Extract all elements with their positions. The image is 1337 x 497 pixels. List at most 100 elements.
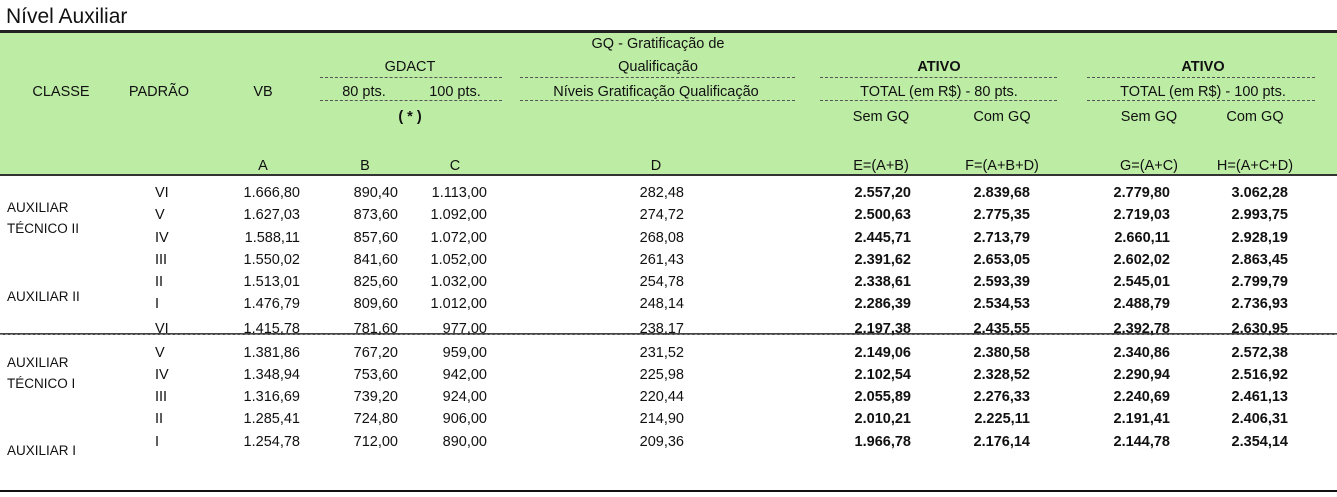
table-row: II 1.285,41 724,80 906,00 214,90 2.010,21 2.22… <box>0 408 1337 430</box>
group-divider <box>0 333 1337 335</box>
cell-spacer <box>0 249 155 271</box>
cell-spacer <box>1288 386 1337 408</box>
cell-spacer <box>0 316 155 342</box>
header-80pts: 80 pts. <box>342 84 386 100</box>
cell-h: 3.062,28 <box>1231 185 1288 202</box>
cell-spacer <box>0 386 155 408</box>
cell-h: 2.993,75 <box>1231 207 1288 224</box>
cell-e: 2.338,61 <box>854 274 911 291</box>
cell-vb: 1.588,11 <box>244 229 300 246</box>
table-row: IV 1.348,94 753,60 942,00 225,98 2.102,54 2.32… <box>0 364 1337 386</box>
cell-d: 268,08 <box>639 229 684 246</box>
header-letter-c: C <box>449 158 461 174</box>
cell-g: 2.660,11 <box>1114 229 1170 246</box>
cell-h: 2.630,95 <box>1231 320 1288 337</box>
cell-c: 906,00 <box>442 411 487 428</box>
cell-e: 2.102,54 <box>854 366 911 383</box>
header-letter-h: H=(A+C+D) <box>1216 158 1294 174</box>
cell-b: 712,00 <box>353 433 398 450</box>
cell-padrao: I <box>155 296 160 313</box>
cell-padrao: IV <box>155 366 169 383</box>
table-row: II 1.513,01 825,60 1.032,00 254,78 2.338,61 2.… <box>0 271 1337 293</box>
cell-h: 2.863,45 <box>1231 251 1288 268</box>
header-letter-e: E=(A+B) <box>853 158 909 174</box>
cell-vb: 1.627,03 <box>243 207 300 224</box>
table-row: V 1.627,03 873,60 1.092,00 274,72 2.500,63 2.7… <box>0 204 1337 226</box>
cell-padrao: II <box>155 411 164 428</box>
cell-c: 1.092,00 <box>430 207 487 224</box>
cell-b: 767,20 <box>353 344 398 361</box>
cell-c: 1.072,00 <box>430 229 487 246</box>
table-row: IV 1.588,11 857,60 1.072,00 268,08 2.445,71 2.… <box>0 227 1337 249</box>
cell-b: 739,20 <box>353 389 398 406</box>
cell-f: 2.176,14 <box>973 433 1030 450</box>
cell-g: 2.340,86 <box>1113 344 1170 361</box>
cell-e: 2.055,89 <box>854 389 911 406</box>
cell-e: 2.445,71 <box>854 229 911 246</box>
cell-vb: 1.381,86 <box>243 344 300 361</box>
cell-g: 2.488,79 <box>1113 296 1170 313</box>
cell-c: 924,00 <box>442 389 487 406</box>
cell-spacer <box>1288 249 1337 271</box>
cell-padrao: VI <box>155 320 169 337</box>
cell-spacer <box>1288 293 1337 315</box>
cell-padrao: III <box>155 251 168 268</box>
cell-d: 209,36 <box>639 433 684 450</box>
table-row: III 1.316,69 739,20 924,00 220,44 2.055,89 2.2… <box>0 386 1337 408</box>
ativo1-underline <box>820 77 1057 78</box>
header-ativo2: ATIVO <box>1181 59 1225 75</box>
cell-spacer <box>1288 316 1337 342</box>
header-letter-d: D <box>650 158 662 174</box>
cell-f: 2.775,35 <box>973 207 1030 224</box>
header-classe: CLASSE <box>32 84 90 100</box>
header-asterisk: ( * ) <box>398 109 422 125</box>
cell-spacer <box>1288 271 1337 293</box>
header-ativo1: ATIVO <box>917 59 961 75</box>
cell-d: 274,72 <box>639 207 684 224</box>
cell-g: 2.545,01 <box>1113 274 1170 291</box>
cell-c: 959,00 <box>442 344 487 361</box>
table-row: V 1.381,86 767,20 959,00 231,52 2.149,06 2.380… <box>0 342 1337 364</box>
header-top-border <box>0 30 1337 33</box>
cell-spacer <box>0 271 155 293</box>
cell-c: 942,00 <box>442 366 487 383</box>
cell-h: 2.406,31 <box>1231 411 1288 428</box>
table-row: I 1.254,78 712,00 890,00 209,36 1.966,78 2.176… <box>0 431 1337 453</box>
cell-d: 282,48 <box>639 185 684 202</box>
cell-e: 2.500,63 <box>854 207 911 224</box>
table-row: I 1.476,79 809,60 1.012,00 248,14 2.286,39 2.5… <box>0 293 1337 315</box>
cell-g: 2.144,78 <box>1113 433 1170 450</box>
cell-b: 809,60 <box>353 296 398 313</box>
header-letter-b: B <box>360 158 370 174</box>
gq-underline <box>520 77 795 78</box>
header-gdact: GDACT <box>384 59 436 75</box>
header-letter-f: F=(A+B+D) <box>965 158 1039 174</box>
cell-e: 2.391,62 <box>854 251 911 268</box>
cell-padrao: V <box>155 207 165 224</box>
cell-f: 2.839,68 <box>973 185 1030 202</box>
cell-g: 2.392,78 <box>1113 320 1170 337</box>
cell-h: 2.799,79 <box>1231 274 1288 291</box>
cell-d: 248,14 <box>639 296 684 313</box>
cell-h: 2.461,13 <box>1231 389 1288 406</box>
pts-underline <box>320 100 502 101</box>
cell-d: 220,44 <box>639 389 684 406</box>
header-letter-a: A <box>258 158 268 174</box>
cell-c: 1.032,00 <box>430 274 487 291</box>
cell-b: 781,60 <box>353 320 398 337</box>
cell-b: 753,60 <box>353 366 398 383</box>
cell-padrao: II <box>155 274 164 291</box>
cell-f: 2.276,33 <box>973 389 1030 406</box>
cell-h: 2.572,38 <box>1231 344 1288 361</box>
cell-spacer <box>0 182 155 204</box>
cell-d: 225,98 <box>639 366 684 383</box>
header-vb: VB <box>253 84 273 100</box>
ativo2-underline <box>1087 77 1315 78</box>
cell-spacer <box>1288 431 1337 453</box>
cell-spacer <box>0 204 155 226</box>
table-row: III 1.550,02 841,60 1.052,00 261,43 2.391,62 2… <box>0 249 1337 271</box>
cell-e: 1.966,78 <box>854 433 911 450</box>
cell-e: 2.149,06 <box>854 344 911 361</box>
cell-b: 724,80 <box>353 411 398 428</box>
cell-g: 2.240,69 <box>1113 389 1170 406</box>
